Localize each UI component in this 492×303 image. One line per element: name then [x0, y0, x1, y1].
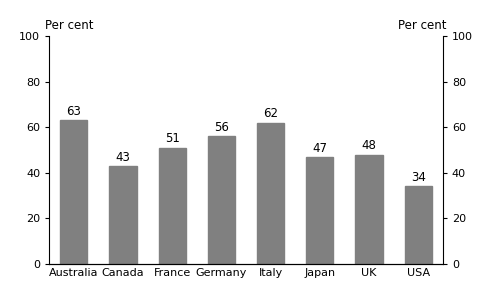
- Bar: [257, 123, 284, 264]
- Text: 48: 48: [362, 139, 376, 152]
- Text: Per cent: Per cent: [398, 19, 447, 32]
- Text: 62: 62: [263, 108, 278, 120]
- Bar: [306, 157, 334, 264]
- Text: 56: 56: [214, 121, 229, 134]
- Bar: [405, 186, 432, 264]
- Bar: [208, 136, 235, 264]
- Bar: [356, 155, 383, 264]
- Text: 63: 63: [66, 105, 81, 118]
- Bar: [110, 166, 137, 264]
- Text: 43: 43: [116, 151, 130, 164]
- Text: Per cent: Per cent: [45, 19, 94, 32]
- Text: 47: 47: [312, 142, 327, 155]
- Bar: [159, 148, 186, 264]
- Bar: [61, 120, 88, 264]
- Text: 34: 34: [411, 171, 426, 184]
- Text: 51: 51: [165, 132, 180, 145]
